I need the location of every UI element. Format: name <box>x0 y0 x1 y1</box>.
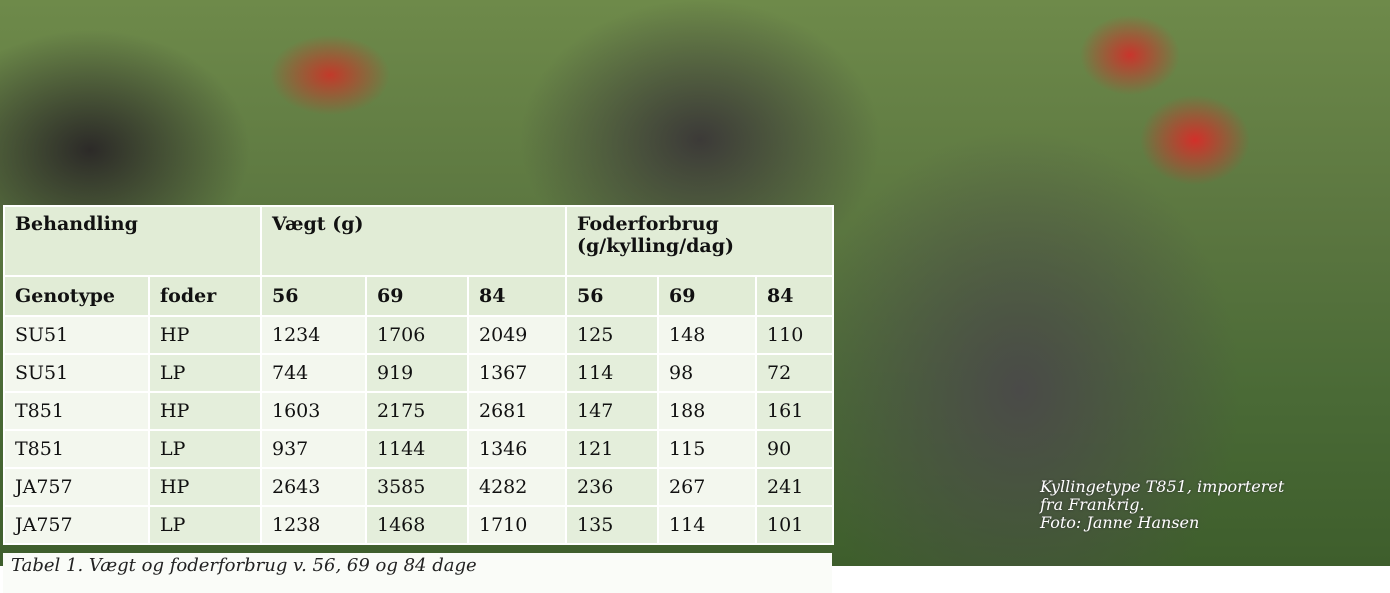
table-cell: SU51 <box>4 354 149 392</box>
table-cell: 4282 <box>468 468 566 506</box>
table-cell: 101 <box>756 506 833 544</box>
table-cell: 125 <box>566 316 658 354</box>
table-cell: 110 <box>756 316 833 354</box>
group-header: Vægt (g) <box>261 206 566 276</box>
table-cell: 98 <box>658 354 756 392</box>
table-cell: 236 <box>566 468 658 506</box>
table-cell: 115 <box>658 430 756 468</box>
group-header: Behandling <box>4 206 261 276</box>
table-cell: 2049 <box>468 316 566 354</box>
table-cell: 114 <box>658 506 756 544</box>
table-cell: HP <box>149 392 261 430</box>
table-cell: JA757 <box>4 468 149 506</box>
table-cell: LP <box>149 506 261 544</box>
table-cell: 2681 <box>468 392 566 430</box>
table-cell: 1468 <box>366 506 468 544</box>
table-cell: T851 <box>4 392 149 430</box>
table-cell: 72 <box>756 354 833 392</box>
table-cell: 241 <box>756 468 833 506</box>
column-header: foder <box>149 276 261 316</box>
table-cell: 1710 <box>468 506 566 544</box>
table-cell: T851 <box>4 430 149 468</box>
column-header: 84 <box>468 276 566 316</box>
table-cell: 147 <box>566 392 658 430</box>
photo-caption-line: Foto: Janne Hansen <box>1040 514 1284 532</box>
column-header: 56 <box>566 276 658 316</box>
table-cell: 1603 <box>261 392 366 430</box>
table-cell: 3585 <box>366 468 468 506</box>
table-cell: 1346 <box>468 430 566 468</box>
group-header: Foderforbrug (g/kylling/dag) <box>566 206 833 276</box>
column-header: Genotype <box>4 276 149 316</box>
table-cell: 919 <box>366 354 468 392</box>
table-cell: 90 <box>756 430 833 468</box>
table-cell: 744 <box>261 354 366 392</box>
table-cell: 135 <box>566 506 658 544</box>
table-cell: 1706 <box>366 316 468 354</box>
table-cell: 267 <box>658 468 756 506</box>
column-header: 56 <box>261 276 366 316</box>
table-cell: HP <box>149 468 261 506</box>
table-cell: 937 <box>261 430 366 468</box>
table-caption: Tabel 1. Vægt og foderforbrug v. 56, 69 … <box>3 553 832 593</box>
table-cell: 2643 <box>261 468 366 506</box>
table-cell: LP <box>149 354 261 392</box>
table-cell: 161 <box>756 392 833 430</box>
column-header: 69 <box>658 276 756 316</box>
table-cell: HP <box>149 316 261 354</box>
table-cell: 1234 <box>261 316 366 354</box>
photo-caption-line: Kyllingetype T851, importeret <box>1040 478 1284 496</box>
photo-caption-line: fra Frankrig. <box>1040 496 1284 514</box>
column-header: 69 <box>366 276 468 316</box>
table-cell: 1238 <box>261 506 366 544</box>
column-header: 84 <box>756 276 833 316</box>
table-cell: JA757 <box>4 506 149 544</box>
table-cell: 1144 <box>366 430 468 468</box>
table-cell: 2175 <box>366 392 468 430</box>
table-cell: 188 <box>658 392 756 430</box>
table-cell: 114 <box>566 354 658 392</box>
table-cell: 1367 <box>468 354 566 392</box>
table-cell: 121 <box>566 430 658 468</box>
table-cell: 148 <box>658 316 756 354</box>
table-cell: SU51 <box>4 316 149 354</box>
table-cell: LP <box>149 430 261 468</box>
